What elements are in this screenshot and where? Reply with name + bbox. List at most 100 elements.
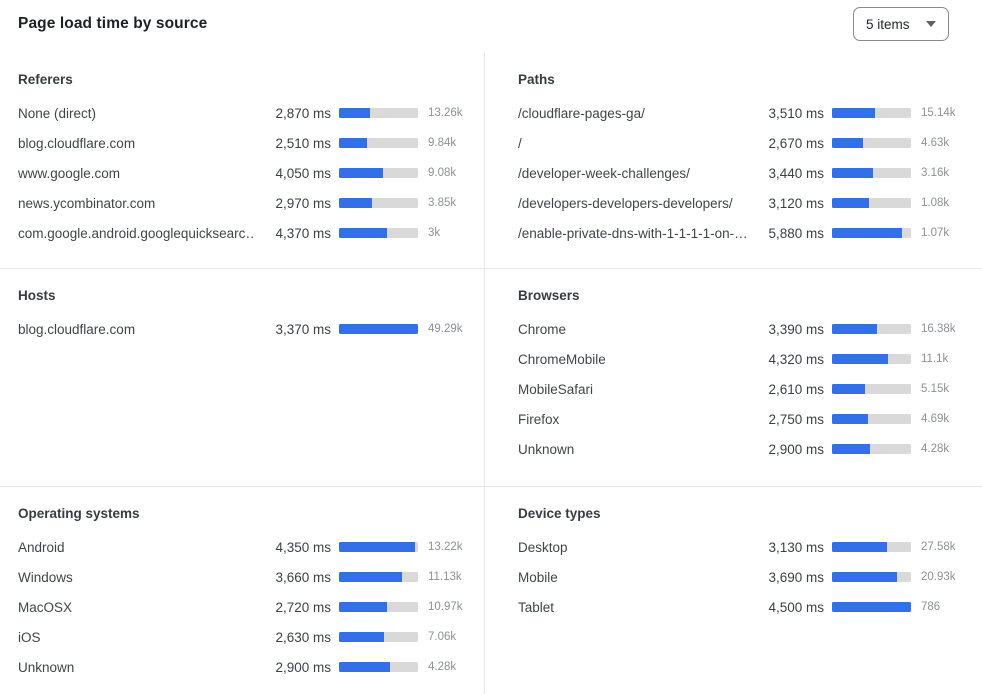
table-row: /enable-private-dns-with-1-1-1-1-on-… 5,8… xyxy=(518,218,965,248)
load-time-bar-fill xyxy=(339,602,388,612)
widget-header: Page load time by source 5 items xyxy=(0,0,982,53)
row-count: 27.58k xyxy=(921,541,956,553)
table-row: MobileSafari 2,610 ms 5.15k xyxy=(518,374,965,404)
table-row: /cloudflare-pages-ga/3,510 ms 15.14k xyxy=(518,98,965,128)
row-count: 20.93k xyxy=(921,571,956,583)
load-time-bar-fill xyxy=(339,632,385,642)
row-label: MacOSX xyxy=(18,599,73,615)
row-load-time: 2,510 ms xyxy=(275,135,331,151)
table-row: Unknown 2,900 ms 4.28k xyxy=(518,434,965,464)
row-label: Android xyxy=(18,539,65,555)
row-label: Desktop xyxy=(518,539,568,555)
load-time-bar-fill xyxy=(339,662,390,672)
load-time-bar-fill xyxy=(339,168,384,178)
row-count: 3.85k xyxy=(428,197,457,209)
table-row: iOS 2,630 ms 7.06k xyxy=(18,622,472,652)
row-label: /developer-week-challenges/ xyxy=(518,165,690,181)
row-label: Mobile xyxy=(518,569,558,585)
load-time-bar xyxy=(832,542,911,552)
row-label: blog.cloudflare.com xyxy=(18,321,136,337)
panel-title-operating-systems: Operating systems xyxy=(18,506,140,521)
panel-title-device-types: Device types xyxy=(518,506,601,521)
row-load-time: 3,130 ms xyxy=(768,539,824,555)
table-row: Windows 3,660 ms 11.13k xyxy=(18,562,472,592)
panel-title-browsers: Browsers xyxy=(518,288,580,303)
panel-operating-systems: Operating systems Android 4,350 ms 13.22k Wi… xyxy=(0,486,485,694)
table-row: blog.cloudflare.com 3,370 ms 49.29k xyxy=(18,314,472,344)
load-time-bar xyxy=(832,168,911,178)
table-row: Desktop 3,130 ms 27.58k xyxy=(518,532,965,562)
table-row: ChromeMobile 4,320 ms 11.1k xyxy=(518,344,965,374)
row-load-time: 2,720 ms xyxy=(275,599,331,615)
row-count: 10.97k xyxy=(428,601,463,613)
row-load-time: 5,880 ms xyxy=(768,225,824,241)
row-label: /developers-developers-developers/ xyxy=(518,195,733,211)
panel-device-types: Device types Desktop 3,130 ms 27.58k Mobile 3… xyxy=(485,486,982,694)
row-count: 4.63k xyxy=(921,137,950,149)
row-load-time: 3,120 ms xyxy=(768,195,824,211)
load-time-bar-fill xyxy=(832,228,903,238)
row-load-time: 3,690 ms xyxy=(768,569,824,585)
load-time-bar xyxy=(832,138,911,148)
row-label: Windows xyxy=(18,569,73,585)
row-label: /cloudflare-pages-ga/ xyxy=(518,105,645,121)
load-time-bar-fill xyxy=(832,168,874,178)
load-time-bar-fill xyxy=(339,198,373,208)
items-count-dropdown[interactable]: 5 items xyxy=(853,7,949,41)
load-time-bar xyxy=(339,198,418,208)
load-time-bar-fill xyxy=(832,602,911,612)
table-row: Unknown 2,900 ms 4.28k xyxy=(18,652,472,682)
load-time-bar-fill xyxy=(832,414,868,424)
load-time-bar xyxy=(339,324,418,334)
row-label: MobileSafari xyxy=(518,381,594,397)
row-load-time: 4,370 ms xyxy=(275,225,331,241)
load-time-bar xyxy=(339,168,418,178)
load-time-bar-fill xyxy=(339,108,370,118)
row-count: 4.69k xyxy=(921,413,950,425)
panel-referers: Referers None (direct) 2,870 ms 13.26k blog.… xyxy=(0,53,485,268)
load-time-bar-fill xyxy=(832,354,889,364)
load-time-bar-fill xyxy=(832,444,870,454)
items-count-dropdown-value: 5 items xyxy=(866,16,910,32)
table-row: blog.cloudflare.com 2,510 ms 9.84k xyxy=(18,128,472,158)
row-count: 3.16k xyxy=(921,167,950,179)
row-count: 11.13k xyxy=(428,571,462,583)
row-count: 13.26k xyxy=(428,107,463,119)
row-count: 15.14k xyxy=(921,107,956,119)
panel-title-paths: Paths xyxy=(518,72,555,87)
load-time-bar xyxy=(832,572,911,582)
table-row: Tablet 4,500 ms 786 xyxy=(518,592,965,622)
table-row: / 2,670 ms 4.63k xyxy=(518,128,965,158)
load-time-bar-fill xyxy=(832,384,866,394)
load-time-bar xyxy=(832,602,911,612)
row-label: /enable-private-dns-with-1-1-1-1-on-… xyxy=(518,225,748,241)
row-load-time: 4,320 ms xyxy=(768,351,824,367)
row-label: Unknown xyxy=(518,441,575,457)
panel-title-referers: Referers xyxy=(18,72,73,87)
load-time-bar xyxy=(339,228,418,238)
row-count: 11.1k xyxy=(921,353,949,365)
row-load-time: 4,350 ms xyxy=(275,539,331,555)
load-time-bar xyxy=(832,444,911,454)
row-count: 4.28k xyxy=(921,443,950,455)
load-time-bar xyxy=(832,228,911,238)
load-time-bar-fill xyxy=(339,572,403,582)
row-load-time: 2,670 ms xyxy=(768,135,824,151)
table-row: Chrome 3,390 ms 16.38k xyxy=(518,314,965,344)
panels-grid: Referers None (direct) 2,870 ms 13.26k blog.… xyxy=(0,53,982,694)
row-load-time: 3,370 ms xyxy=(275,321,331,337)
load-time-bar xyxy=(832,414,911,424)
load-time-bar xyxy=(339,138,418,148)
page-title: Page load time by source xyxy=(18,15,208,32)
row-label: / xyxy=(518,135,522,151)
load-time-bar-fill xyxy=(339,138,367,148)
table-row: Mobile 3,690 ms 20.93k xyxy=(518,562,965,592)
table-row: Firefox 2,750 ms 4.69k xyxy=(518,404,965,434)
load-time-bar xyxy=(339,108,418,118)
row-label: com.google.android.googlequicksearc… xyxy=(18,225,255,241)
row-load-time: 3,440 ms xyxy=(768,165,824,181)
load-time-bar-fill xyxy=(832,542,888,552)
row-count: 3k xyxy=(428,227,441,239)
row-label: iOS xyxy=(18,629,41,645)
load-time-bar-fill xyxy=(832,572,897,582)
